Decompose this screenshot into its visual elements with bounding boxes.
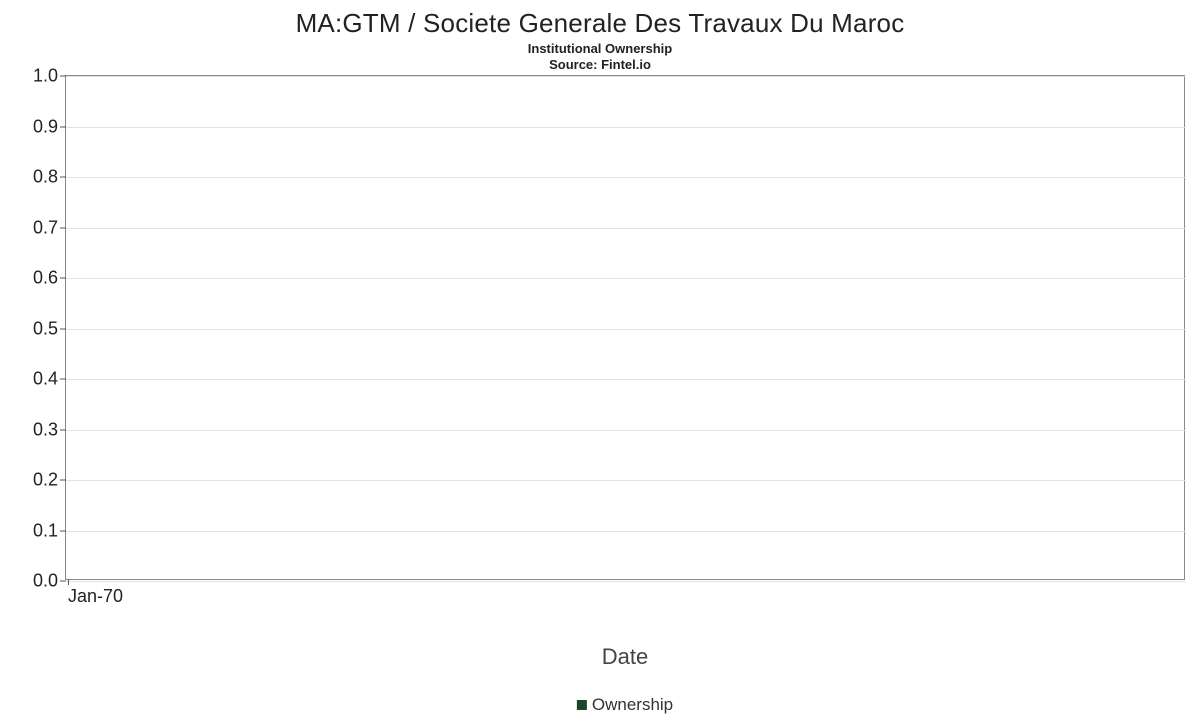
y-tick-mark-0.4	[60, 379, 66, 380]
chart-container: MA:GTM / Societe Generale Des Travaux Du…	[0, 0, 1200, 675]
y-tick-label-0.8: 0.8	[18, 167, 58, 188]
y-tick-mark-0.1	[60, 530, 66, 531]
y-tick-mark-0.5	[60, 328, 66, 329]
gridline-0.0	[66, 581, 1186, 582]
legend-marker-icon	[577, 700, 587, 710]
y-tick-label-0.9: 0.9	[18, 116, 58, 137]
gridline-0.8	[66, 177, 1186, 178]
chart-subtitle: Institutional Ownership	[0, 41, 1200, 56]
y-tick-mark-0.9	[60, 126, 66, 127]
gridline-0.9	[66, 127, 1186, 128]
x-tick-mark-0	[68, 579, 69, 585]
gridline-0.6	[66, 278, 1186, 279]
y-tick-label-0.5: 0.5	[18, 318, 58, 339]
legend-label: Ownership	[592, 695, 673, 715]
y-tick-label-0.4: 0.4	[18, 369, 58, 390]
gridline-0.2	[66, 480, 1186, 481]
plot-border: 1.0 0.9 0.8 0.7 0.6 0.5 0.4 0.3 0.2 0.1 0.0 Jan-70	[65, 75, 1185, 580]
y-tick-mark-0.7	[60, 227, 66, 228]
gridline-0.5	[66, 329, 1186, 330]
x-axis-label: Date	[602, 644, 648, 670]
y-tick-label-1.0: 1.0	[18, 66, 58, 87]
y-tick-mark-1.0	[60, 76, 66, 77]
y-tick-mark-0.8	[60, 177, 66, 178]
y-tick-label-0.7: 0.7	[18, 217, 58, 238]
y-tick-mark-0.6	[60, 278, 66, 279]
gridline-0.7	[66, 228, 1186, 229]
chart-source: Source: Fintel.io	[0, 57, 1200, 72]
y-tick-label-0.1: 0.1	[18, 520, 58, 541]
gridline-0.1	[66, 531, 1186, 532]
x-tick-label-0: Jan-70	[68, 586, 123, 607]
y-tick-mark-0.0	[60, 581, 66, 582]
y-tick-label-0.0: 0.0	[18, 571, 58, 592]
y-tick-label-0.6: 0.6	[18, 268, 58, 289]
y-tick-label-0.2: 0.2	[18, 470, 58, 491]
chart-title: MA:GTM / Societe Generale Des Travaux Du…	[0, 8, 1200, 39]
y-tick-label-0.3: 0.3	[18, 419, 58, 440]
gridline-0.3	[66, 430, 1186, 431]
plot-area-wrapper: Shares (x1000) 1.00.90.80.70.60.50.40.30…	[65, 75, 1185, 580]
legend-ownership[interactable]: Ownership	[577, 695, 673, 715]
gridline-1.0	[66, 76, 1186, 77]
y-tick-mark-0.3	[60, 429, 66, 430]
y-tick-mark-0.2	[60, 480, 66, 481]
gridline-0.4	[66, 379, 1186, 380]
chart-titles: MA:GTM / Societe Generale Des Travaux Du…	[0, 0, 1200, 72]
